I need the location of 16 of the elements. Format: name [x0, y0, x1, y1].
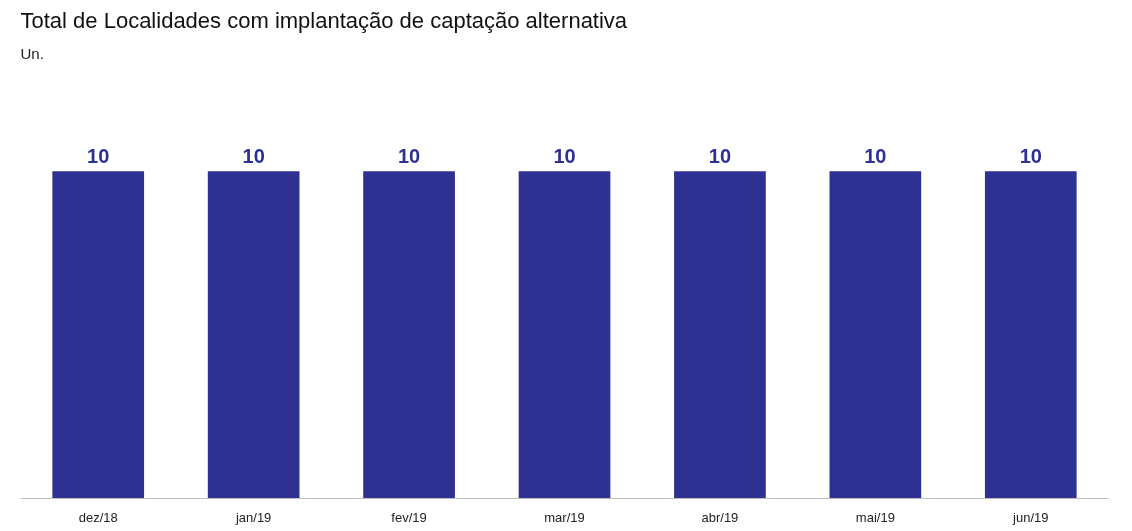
- data-label: 10: [708, 145, 732, 168]
- x-tick-label: mai/19: [855, 509, 895, 525]
- x-tick-label: dez/18: [78, 509, 118, 525]
- chart-subtitle: Un.: [20, 44, 44, 62]
- data-label: 10: [397, 145, 421, 168]
- data-label: 10: [242, 145, 265, 168]
- x-tick-label: jun/19: [1012, 509, 1049, 525]
- x-tick-label: abr/19: [701, 509, 739, 525]
- x-tick-label: fev/19: [391, 509, 427, 525]
- data-label: 10: [864, 145, 887, 168]
- x-tick-label: jan/19: [234, 509, 272, 525]
- data-label: 10: [87, 145, 110, 168]
- data-label: 10: [1019, 145, 1042, 168]
- chart-title: Total de Localidades com implantação de captação alternativa: [20, 7, 628, 33]
- x-tick-label: mar/19: [544, 509, 585, 525]
- data-label: 10: [553, 145, 576, 168]
